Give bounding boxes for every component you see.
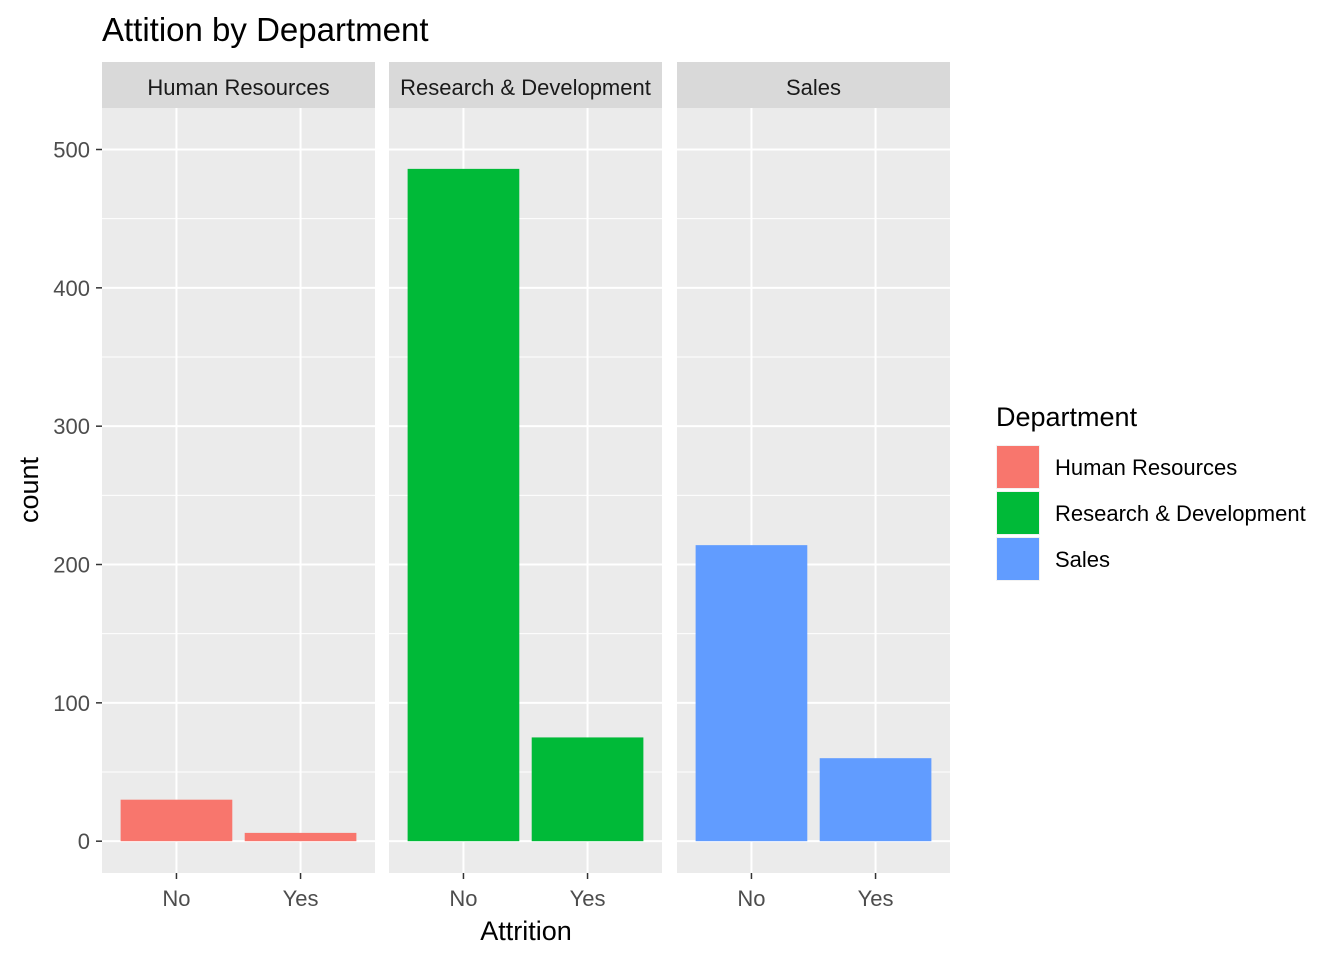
y-axis-label: count	[14, 456, 44, 523]
legend-title: Department	[996, 402, 1138, 432]
x-tick-label: Yes	[858, 886, 894, 911]
legend-label-sales: Sales	[1055, 547, 1110, 572]
x-tick-label: Yes	[283, 886, 319, 911]
y-tick-label: 400	[53, 276, 90, 301]
bar-sales-yes	[819, 758, 932, 842]
facet-sales: No Yes Sales	[677, 62, 950, 911]
bar-sales-no	[695, 545, 808, 842]
facet-human-resources: No Yes Human Resources	[102, 62, 375, 911]
legend-swatch-sales	[997, 538, 1039, 580]
bar-research-and-development-no	[407, 168, 520, 842]
facet-strip-label: Sales	[786, 75, 841, 100]
x-tick-label: No	[737, 886, 765, 911]
facet-research-and-development: No Yes Research & Development	[389, 62, 662, 911]
y-tick-label: 100	[53, 691, 90, 716]
facet-strip	[677, 62, 950, 108]
facet-strip-label: Human Resources	[147, 75, 329, 100]
facet-strip-label: Research & Development	[400, 75, 651, 100]
bar-human-resources-no	[120, 799, 233, 842]
legend: Department Human Resources Research & Dev…	[996, 402, 1306, 581]
bar-human-resources-yes	[244, 832, 357, 842]
y-tick-label: 300	[53, 414, 90, 439]
y-tick-label: 500	[53, 138, 90, 163]
panel-background	[102, 108, 375, 873]
facet-panels: No Yes Human Resources No Yes Research & Deve…	[102, 62, 950, 911]
y-tick-label: 0	[78, 829, 90, 854]
chart-title: Attition by Department	[102, 11, 429, 48]
x-axis-label: Attrition	[480, 916, 572, 946]
legend-swatch-research-and-development	[997, 492, 1039, 534]
facet-strip	[102, 62, 375, 108]
legend-swatch-human-resources	[997, 446, 1039, 488]
legend-label-human-resources: Human Resources	[1055, 455, 1237, 480]
y-axis: 0 100 200 300 400 500	[53, 138, 102, 854]
bar-research-and-development-yes	[531, 737, 644, 842]
x-tick-label: No	[449, 886, 477, 911]
y-tick-label: 200	[53, 553, 90, 578]
x-tick-label: Yes	[570, 886, 606, 911]
legend-label-research-and-development: Research & Development	[1055, 501, 1306, 526]
facet-strip	[389, 62, 662, 108]
x-tick-label: No	[162, 886, 190, 911]
